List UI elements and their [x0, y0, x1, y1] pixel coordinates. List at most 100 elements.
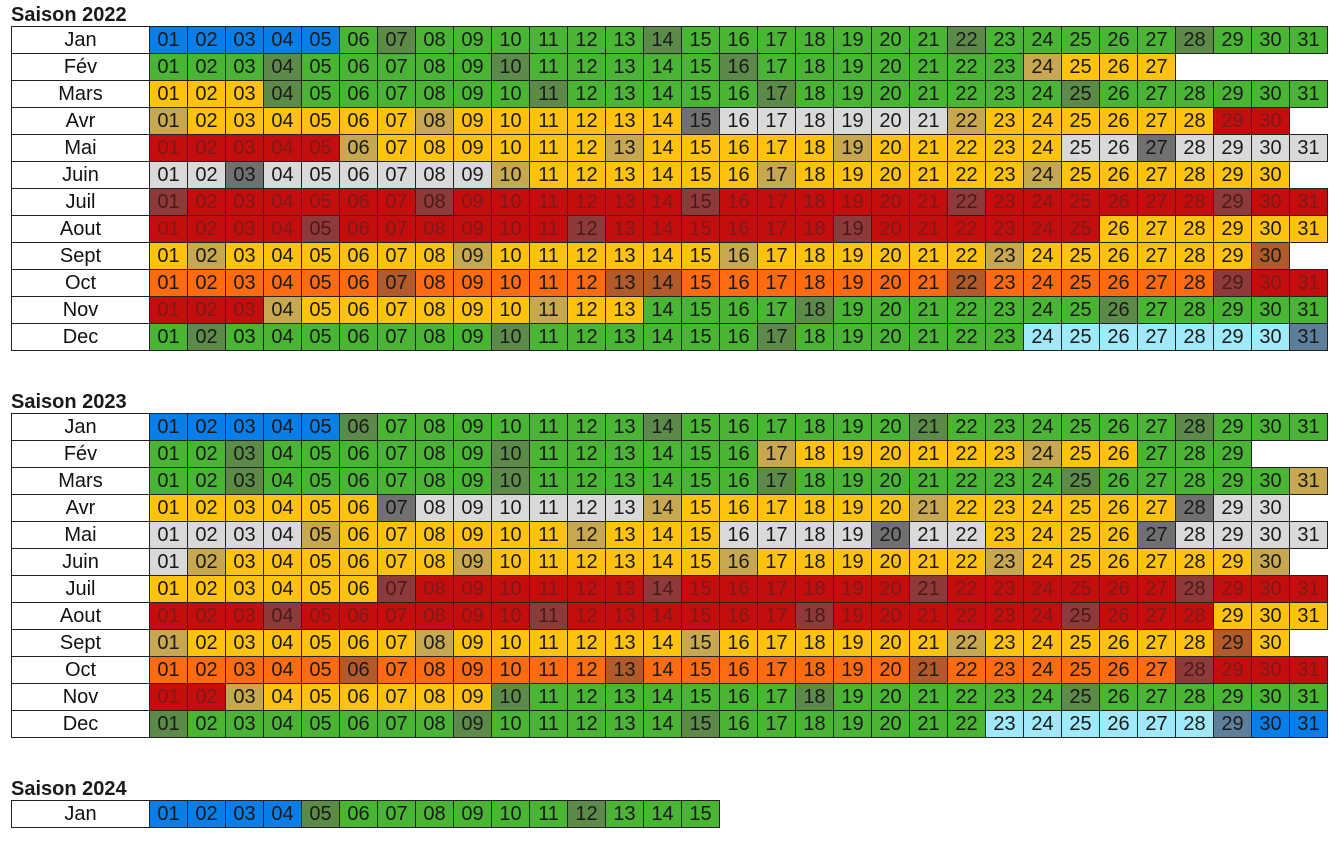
day-cell: 28 — [1175, 629, 1214, 657]
day-cell: 29 — [1213, 269, 1252, 297]
day-cell: 26 — [1099, 53, 1138, 81]
day-cell: 10 — [491, 683, 530, 711]
day-cell: 11 — [529, 215, 568, 243]
day-cell: 04 — [263, 26, 302, 54]
day-cell: 17 — [757, 53, 796, 81]
day-cell: 03 — [225, 188, 264, 216]
day-cell: 14 — [643, 269, 682, 297]
day-cell: 16 — [719, 161, 758, 189]
day-cell: 11 — [529, 188, 568, 216]
day-cell: 12 — [567, 575, 606, 603]
day-cell: 12 — [567, 323, 606, 351]
day-cell: 29 — [1213, 467, 1252, 495]
day-cell: 19 — [833, 467, 872, 495]
day-cell: 12 — [567, 467, 606, 495]
day-cell: 14 — [643, 656, 682, 684]
day-cell: 30 — [1251, 269, 1290, 297]
day-cell: 31 — [1289, 521, 1328, 549]
day-cell: 26 — [1099, 602, 1138, 630]
month-label: Fév — [11, 53, 150, 81]
day-cell: 28 — [1175, 710, 1214, 738]
day-cell: 17 — [757, 188, 796, 216]
day-cell: 05 — [301, 413, 340, 441]
day-cell: 28 — [1175, 215, 1214, 243]
day-cell: 28 — [1175, 440, 1214, 468]
day-cell: 12 — [567, 683, 606, 711]
day-cell: 17 — [757, 521, 796, 549]
day-cell: 10 — [491, 710, 530, 738]
day-cell: 16 — [719, 269, 758, 297]
day-cell: 26 — [1099, 683, 1138, 711]
day-cell: 18 — [795, 683, 834, 711]
day-cell: 13 — [605, 53, 644, 81]
day-cell: 11 — [529, 269, 568, 297]
day-cell: 20 — [871, 134, 910, 162]
day-cell: 04 — [263, 53, 302, 81]
day-cell: 29 — [1213, 188, 1252, 216]
day-cell: 10 — [491, 269, 530, 297]
day-cell: 22 — [947, 188, 986, 216]
month-row: Mai 01 02 03 04 05 06 07 08 09 10 11 12 13 14 15 16 17 18 1… — [11, 134, 1328, 162]
day-cell: 02 — [187, 53, 226, 81]
day-cell: 28 — [1175, 683, 1214, 711]
day-cell: 22 — [947, 80, 986, 108]
day-cell: 24 — [1023, 242, 1062, 270]
day-cell: 13 — [605, 467, 644, 495]
day-cell: 30 — [1251, 161, 1290, 189]
day-cell: 29 — [1213, 548, 1252, 576]
day-cell: 13 — [605, 656, 644, 684]
day-cell: 21 — [909, 575, 948, 603]
day-cell: 23 — [985, 548, 1024, 576]
day-cell: 28 — [1175, 161, 1214, 189]
day-cell: 26 — [1099, 215, 1138, 243]
day-cell: 06 — [339, 440, 378, 468]
day-cell: 09 — [453, 323, 492, 351]
day-cell: 25 — [1061, 521, 1100, 549]
day-cell: 27 — [1137, 494, 1176, 522]
day-cell: 21 — [909, 629, 948, 657]
day-cell: 10 — [491, 602, 530, 630]
month-label: Dec — [11, 323, 150, 351]
day-cell: 27 — [1137, 188, 1176, 216]
day-cell: 07 — [377, 53, 416, 81]
day-cell: 23 — [985, 188, 1024, 216]
day-cell: 14 — [643, 134, 682, 162]
day-cell: 08 — [415, 80, 454, 108]
day-cell: 08 — [415, 602, 454, 630]
day-cell: 26 — [1099, 629, 1138, 657]
day-cell: 08 — [415, 26, 454, 54]
day-cell: 17 — [757, 548, 796, 576]
day-cell: 30 — [1251, 107, 1290, 135]
day-cell: 17 — [757, 629, 796, 657]
day-cell: 10 — [491, 107, 530, 135]
day-cell: 31 — [1289, 80, 1328, 108]
day-cell: 08 — [415, 800, 454, 828]
day-cell: 26 — [1099, 656, 1138, 684]
day-cell: 08 — [415, 656, 454, 684]
day-cell: 02 — [187, 440, 226, 468]
day-cell: 09 — [453, 494, 492, 522]
day-cell: 13 — [605, 548, 644, 576]
day-cell: 26 — [1099, 188, 1138, 216]
day-cell: 24 — [1023, 269, 1062, 297]
day-cell: 28 — [1175, 521, 1214, 549]
day-cell: 02 — [187, 413, 226, 441]
month-row: Mai 01 02 03 04 05 06 07 08 09 10 11 12 13 14 15 16 17 18 1… — [11, 521, 1328, 549]
day-cell: 21 — [909, 269, 948, 297]
day-cell: 01 — [149, 323, 188, 351]
day-cell: 16 — [719, 134, 758, 162]
day-cell: 20 — [871, 575, 910, 603]
day-cell: 09 — [453, 683, 492, 711]
season-title: Saison 2022 — [11, 4, 127, 26]
day-cell: 06 — [339, 242, 378, 270]
day-cell: 13 — [605, 134, 644, 162]
month-label: Sept — [11, 629, 150, 657]
day-cell: 02 — [187, 242, 226, 270]
day-cell: 19 — [833, 494, 872, 522]
day-cell: 11 — [529, 323, 568, 351]
day-cell: 03 — [225, 53, 264, 81]
day-cell: 18 — [795, 188, 834, 216]
day-cell: 02 — [187, 26, 226, 54]
day-cell: 18 — [795, 656, 834, 684]
day-cell: 23 — [985, 53, 1024, 81]
